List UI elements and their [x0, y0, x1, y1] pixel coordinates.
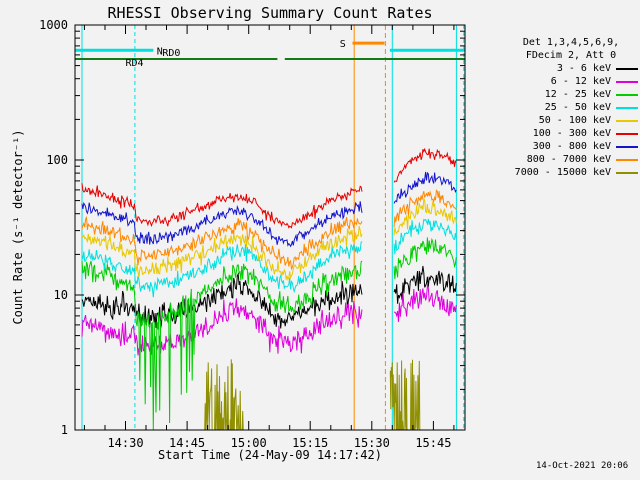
series-100 - 300 keV: [81, 183, 363, 229]
legend-entry-label: 6 - 12 keV: [550, 76, 611, 87]
legend-color-sample: [616, 171, 638, 174]
series-6 - 12 keV: [393, 283, 457, 322]
legend-entry: 800 - 7000 keV: [504, 153, 638, 166]
series-7000 - 15000 keV: [389, 359, 421, 431]
night-flag-label: N: [157, 46, 163, 57]
legend-entry: 6 - 12 keV: [504, 75, 638, 88]
series-50 - 100 keV: [81, 225, 363, 282]
legend-entry-label: 50 - 100 keV: [538, 115, 611, 126]
series-12 - 25 keV: [81, 260, 363, 431]
legend-color-sample: [616, 93, 638, 96]
series-800 - 7000 keV: [81, 215, 363, 271]
legend-color-sample: [616, 158, 638, 161]
series-25 - 50 keV: [393, 218, 457, 255]
series-7000 - 15000 keV: [204, 359, 244, 431]
legend-entry-label: 300 - 800 keV: [532, 141, 611, 152]
series-300 - 800 keV: [81, 201, 363, 248]
x-tick-label: 14:30: [107, 436, 143, 450]
legend-entry: 7000 - 15000 keV: [504, 166, 638, 179]
legend-entry: 100 - 300 keV: [504, 127, 638, 140]
legend-entry: 12 - 25 keV: [504, 88, 638, 101]
series-300 - 800 keV: [393, 171, 457, 204]
y-tick-label: 1: [61, 423, 68, 437]
series-group: [81, 147, 457, 431]
decimation-flag-label: RD4: [126, 58, 144, 69]
legend: Det 1,3,4,5,6,9, FDecim 2, Att 0 3 - 6 keV…: [504, 36, 638, 179]
y-tick-label: 100: [46, 153, 68, 167]
y-tick-label: 10: [54, 288, 68, 302]
series-12 - 25 keV: [393, 237, 457, 280]
legend-entry-label: 12 - 25 keV: [544, 89, 611, 100]
saa-flag-label: S: [340, 39, 346, 50]
series-6 - 12 keV: [81, 298, 363, 356]
legend-header-line: FDecim 2, Att 0: [525, 50, 617, 61]
legend-entry-label: 800 - 7000 keV: [526, 154, 611, 165]
plot-frame: [74, 24, 466, 431]
legend-entry-label: 3 - 6 keV: [556, 63, 611, 74]
flag-bars-group: N RD4 RD0 S: [75, 39, 465, 69]
legend-color-sample: [616, 67, 638, 70]
x-tick-label: 15:30: [354, 436, 390, 450]
legend-color-sample: [616, 106, 638, 109]
x-tick-label: 15:45: [415, 436, 451, 450]
x-tick-label: 15:15: [292, 436, 328, 450]
legend-color-sample: [616, 80, 638, 83]
legend-entry: 25 - 50 keV: [504, 101, 638, 114]
series-50 - 100 keV: [393, 197, 457, 236]
legend-entry-label: 25 - 50 keV: [544, 102, 611, 113]
legend-entry: 50 - 100 keV: [504, 114, 638, 127]
series-100 - 300 keV: [393, 147, 457, 183]
legend-entry: 3 - 6 keV: [504, 62, 638, 75]
x-tick-label: 14:45: [169, 436, 205, 450]
x-axis-title: Start Time (24-May-09 14:17:42): [158, 448, 382, 462]
legend-entry-label: 100 - 300 keV: [532, 128, 611, 139]
legend-header-line: Det 1,3,4,5,6,9,: [522, 37, 620, 48]
decimation-flag-label: RD0: [162, 48, 180, 59]
chart-title: RHESSI Observing Summary Count Rates: [107, 4, 433, 22]
series-25 - 50 keV: [81, 241, 363, 298]
legend-entry: 300 - 800 keV: [504, 140, 638, 153]
x-tick-label: 15:00: [231, 436, 267, 450]
axes-group: 14:30 14:45 15:00 15:15 15:30 15:45 1 10 100 1000: [39, 18, 466, 450]
y-tick-label: 1000: [39, 18, 68, 32]
series-3 - 6 keV: [393, 265, 457, 304]
creation-timestamp: 14-Oct-2021 20:06: [536, 461, 629, 471]
legend-entry-label: 7000 - 15000 keV: [514, 167, 611, 178]
legend-color-sample: [616, 145, 638, 148]
series-800 - 7000 keV: [393, 189, 457, 228]
legend-color-sample: [616, 119, 638, 122]
legend-color-sample: [616, 132, 638, 135]
